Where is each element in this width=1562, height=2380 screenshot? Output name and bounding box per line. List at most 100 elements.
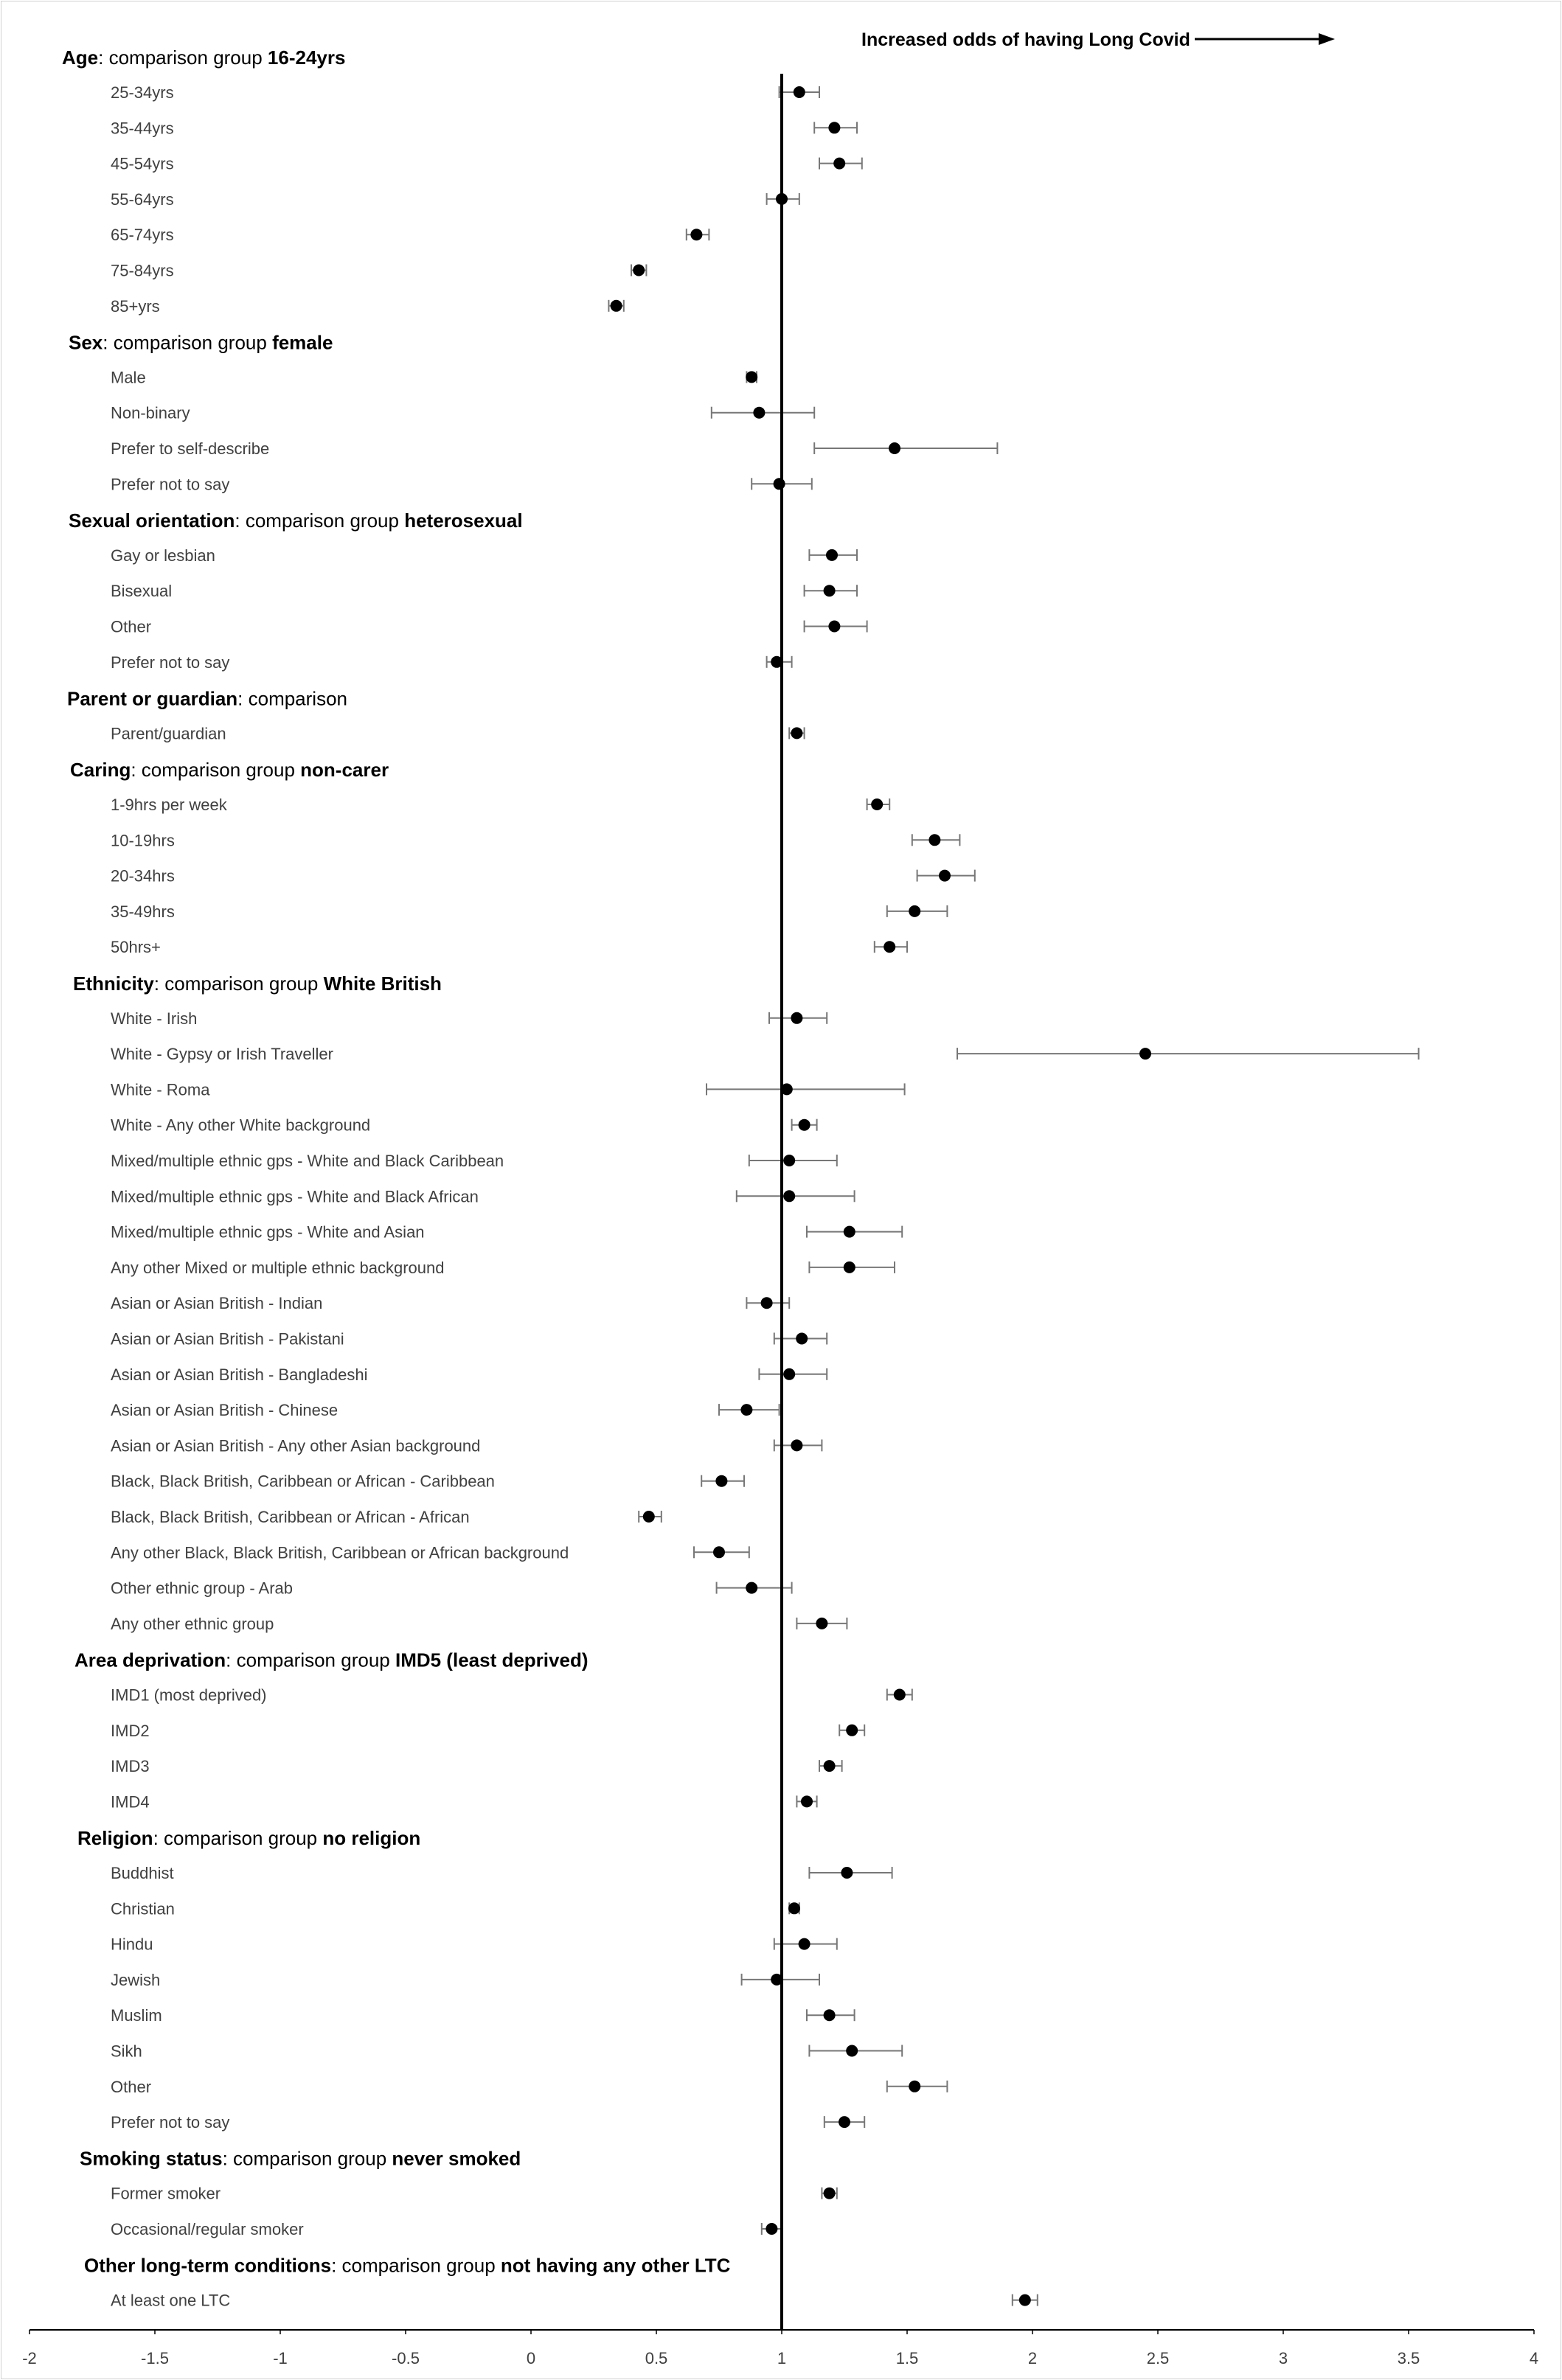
row-label: 65-74yrs [111,226,174,244]
point-estimate [610,299,622,312]
row-label: White - Any other White background [111,1116,370,1135]
row-label: Bisexual [111,582,172,600]
row-label: 35-49hrs [111,902,175,921]
point-estimate [1018,2294,1031,2306]
annotation: Increased odds of having Long Covid [861,29,1335,50]
point-estimate [846,1724,858,1736]
group-heading: Caring: comparison group non-carer [70,759,389,781]
point-estimate [771,655,783,668]
row-label: Other ethnic group - Arab [111,1579,293,1598]
group-heading-name: Religion [77,1827,153,1849]
point-estimate [773,478,785,490]
row-label: At least one LTC [111,2292,230,2310]
row-label: Hindu [111,1935,153,1954]
group-heading: Sexual orientation: comparison group het… [69,509,523,532]
marks-layer [608,74,1420,2330]
row-label: Any other ethnic group [111,1615,274,1633]
point-estimate [760,1297,773,1309]
group-heading: Religion: comparison group no religion [77,1827,420,1849]
annotation-text: Increased odds of having Long Covid [861,29,1190,50]
rows-layer: Age: comparison group 16-24yrs 25-34yrs 35… [62,46,731,2310]
point-estimate [791,1012,803,1024]
point-estimate [823,1760,836,1772]
group-heading-reference: IMD5 (least deprived) [395,1649,589,1671]
point-estimate [798,1118,810,1131]
row-label: Sikh [111,2042,142,2061]
point-estimate [889,442,900,454]
x-tick-label: 1.5 [896,2349,919,2367]
point-estimate [843,1261,855,1273]
point-estimate [766,2223,778,2235]
group-heading-comparison: : comparison group [235,509,404,532]
point-estimate [791,1439,803,1452]
x-tick-label: 3 [1279,2349,1288,2367]
row-label: White - Irish [111,1009,197,1028]
row-label: 25-34yrs [111,83,174,102]
point-estimate [839,2116,850,2129]
group-heading: Sex: comparison group female [69,331,333,353]
row-label: Asian or Asian British - Bangladeshi [111,1365,368,1384]
point-estimate [823,585,836,597]
point-estimate [791,727,803,740]
x-tick-label: -1.5 [141,2349,169,2367]
point-estimate [871,798,884,810]
point-estimate [788,1902,800,1915]
row-label: Non-binary [111,404,190,422]
row-label: Prefer not to say [111,475,229,493]
point-estimate [746,371,758,383]
point-estimate [753,406,766,419]
point-estimate [780,1083,793,1096]
group-heading-reference: not having any other LTC [501,2255,731,2277]
point-estimate [796,1332,808,1345]
row-label: Other [111,2078,151,2096]
group-heading-name: Sex [69,331,103,353]
group-heading-reference: 16-24yrs [268,46,346,69]
row-label: 20-34hrs [111,867,175,885]
row-label: Prefer not to say [111,2113,229,2132]
row-label: Any other Black, Black British, Caribbea… [111,1543,569,1562]
row-label: IMD1 (most deprived) [111,1686,267,1705]
row-label: IMD3 [111,1757,150,1775]
row-label: White - Roma [111,1080,210,1099]
x-tick-label: 0 [527,2349,535,2367]
group-heading-reference: White British [324,972,442,995]
group-heading: Age: comparison group 16-24yrs [62,46,345,69]
point-estimate [893,1688,906,1701]
row-label: Parent/guardian [111,724,226,742]
row-label: Prefer not to say [111,653,229,672]
row-label: 10-19hrs [111,831,175,849]
row-label: IMD4 [111,1792,150,1811]
group-heading-name: Ethnicity [73,972,154,995]
x-tick-label: 3.5 [1398,2349,1420,2367]
group-heading: Area deprivation: comparison group IMD5 … [74,1649,588,1671]
row-label: 75-84yrs [111,262,174,280]
point-estimate [690,229,703,241]
group-heading-comparison: : comparison group [103,331,272,353]
point-estimate [846,2045,858,2057]
point-estimate [740,1404,753,1416]
group-heading-reference: no religion [322,1827,420,1849]
x-tick-label: 2 [1028,2349,1037,2367]
group-heading-comparison: : comparison group [223,2148,392,2170]
row-label: 55-64yrs [111,190,174,209]
annotation-arrowhead [1319,33,1335,45]
point-estimate [843,1225,855,1238]
row-label: Black, Black British, Caribbean or Afric… [111,1472,495,1491]
point-estimate [715,1475,728,1487]
row-label: Gay or lesbian [111,546,215,565]
point-estimate [909,905,921,917]
point-estimate [1139,1048,1151,1060]
group-heading-name: Parent or guardian [67,687,237,709]
x-tick-label: -1 [273,2349,288,2367]
row-label: Other [111,618,151,636]
row-label: Asian or Asian British - Chinese [111,1401,338,1419]
row-label: Black, Black British, Caribbean or Afric… [111,1508,470,1526]
point-estimate [793,86,805,98]
row-label: 35-44yrs [111,119,174,137]
row-label: Occasional/regular smoker [111,2220,304,2238]
point-estimate [746,1582,758,1594]
row-label: Mixed/multiple ethnic gps - White and Bl… [111,1152,504,1170]
row-label: White - Gypsy or Irish Traveller [111,1045,333,1063]
x-tick-label: 0.5 [645,2349,668,2367]
